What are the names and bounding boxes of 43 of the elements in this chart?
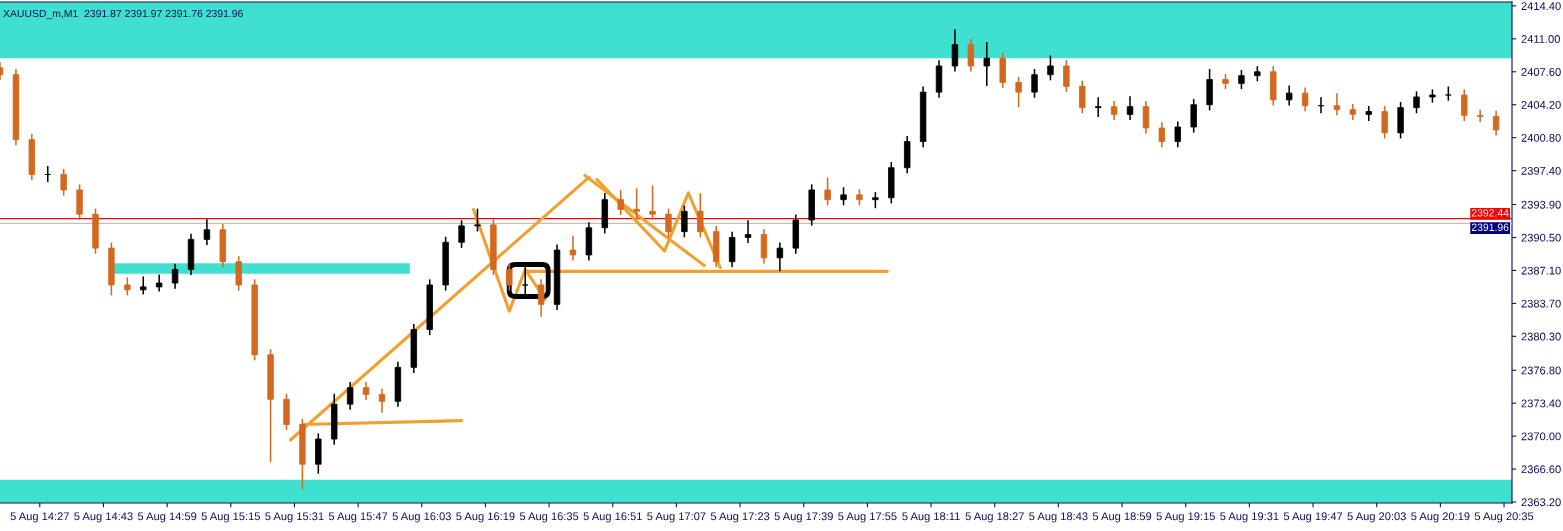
x-tick-label: 5 Aug 15:15 xyxy=(201,512,260,523)
y-tick-label: 2380.30 xyxy=(1521,332,1561,341)
y-tick-label: 2366.60 xyxy=(1521,465,1561,474)
x-tick-label: 5 Aug 15:31 xyxy=(265,512,324,523)
y-tick-label: 2397.40 xyxy=(1521,166,1561,175)
x-tick-label: 5 Aug 15:47 xyxy=(328,512,388,523)
x-tick-label: 5 Aug 14:43 xyxy=(74,512,133,523)
y-tick-label: 2404.20 xyxy=(1521,100,1561,109)
x-tick-label: 5 Aug 18:11 xyxy=(902,512,960,523)
x-tick-label: 5 Aug 18:27 xyxy=(965,512,1024,523)
y-tick-label: 2411.00 xyxy=(1521,35,1560,43)
y-tick-label: 2376.80 xyxy=(1521,366,1561,375)
y-tick-label: 2400.80 xyxy=(1521,133,1561,142)
y-tick-label: 2393.90 xyxy=(1521,200,1561,209)
x-tick-label: 5 Aug 17:23 xyxy=(710,512,770,523)
x-tick-label: 5 Aug 18:59 xyxy=(1092,512,1152,523)
x-tick-label: 5 Aug 20:03 xyxy=(1347,512,1406,523)
x-tick-label: 5 Aug 16:51 xyxy=(583,512,642,523)
x-tick-label: 5 Aug 16:03 xyxy=(392,512,451,523)
y-tick-label: 2387.10 xyxy=(1521,266,1561,275)
x-tick-label: 5 Aug 19:31 xyxy=(1220,512,1279,523)
y-tick-label: 2373.40 xyxy=(1521,399,1561,408)
ref-line-label: 2392.44 xyxy=(1471,209,1509,217)
x-tick-label: 5 Aug 16:35 xyxy=(519,512,579,523)
x-tick-label: 5 Aug 19:15 xyxy=(1156,512,1215,523)
y-tick-label: 2363.20 xyxy=(1521,498,1561,507)
ref-line-label: 2391.96 xyxy=(1471,223,1509,231)
x-tick-label: 5 Aug 14:59 xyxy=(137,512,197,523)
y-tick-label: 2370.00 xyxy=(1521,432,1561,441)
x-tick-label: 5 Aug 17:07 xyxy=(647,512,706,523)
x-tick-label: 5 Aug 17:55 xyxy=(838,512,897,523)
x-tick-label: 5 Aug 16:19 xyxy=(456,512,515,523)
x-tick-label: 5 Aug 20:19 xyxy=(1411,512,1470,523)
x-tick-label: 5 Aug 18:43 xyxy=(1029,512,1088,523)
y-tick-label: 2383.70 xyxy=(1521,299,1561,308)
text: XAUUSD_m,M1 2391.87 2391.97 2391.76 2391.96 xyxy=(3,9,243,20)
y-tick-label: 2414.40 xyxy=(1521,2,1561,11)
x-tick-label: 5 Aug 14:27 xyxy=(10,512,69,523)
x-tick-label: 5 Aug 19:47 xyxy=(1283,512,1343,523)
x-tick-label: 5 Aug 17:39 xyxy=(774,512,833,523)
y-tick-label: 2407.60 xyxy=(1521,68,1561,76)
x-tick-label: 5 Aug 20:35 xyxy=(1474,512,1534,523)
y-tick-label: 2390.50 xyxy=(1521,233,1561,242)
